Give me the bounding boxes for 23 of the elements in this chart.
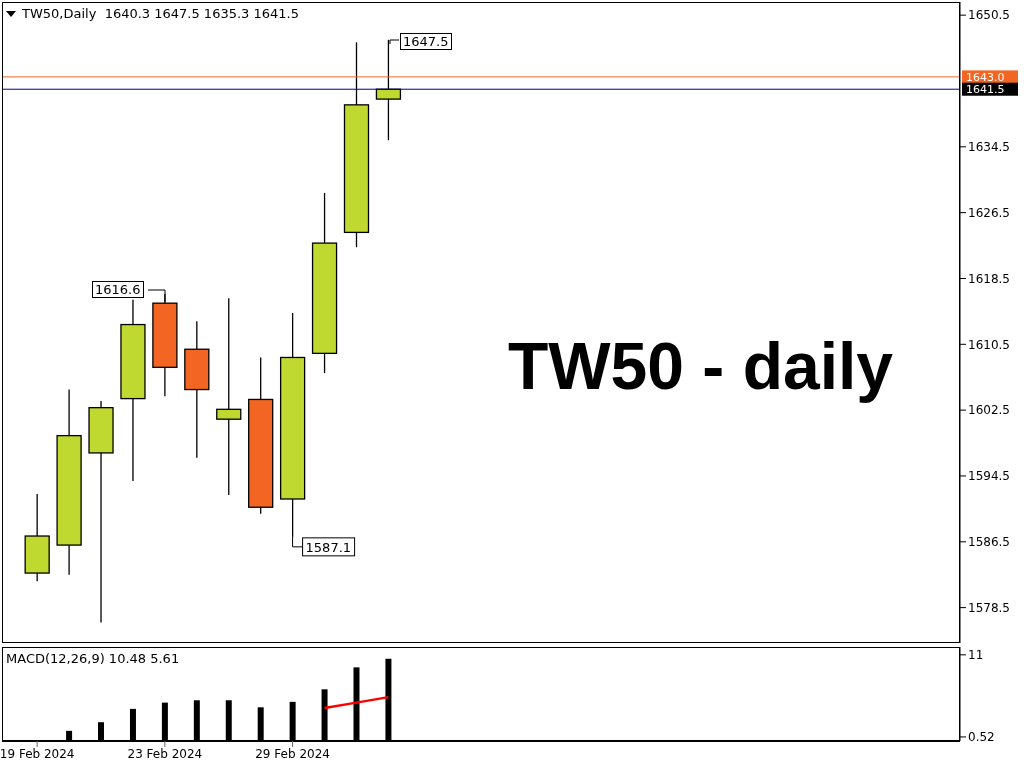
x-tick-label: 29 Feb 2024 bbox=[255, 746, 330, 761]
annotation: 1647.5 bbox=[400, 33, 452, 50]
y-tick-label: 1578.5 bbox=[968, 600, 1010, 615]
y-tick-label: 1650.5 bbox=[968, 8, 1010, 23]
x-tick-label: 23 Feb 2024 bbox=[127, 746, 203, 761]
candlestick bbox=[216, 297, 242, 496]
ref-line-label: 1641.5 bbox=[966, 83, 1005, 97]
y-tick-label: 11 bbox=[968, 648, 984, 663]
annotation: TW50 - daily bbox=[508, 328, 894, 404]
y-tick-label: 1586.5 bbox=[968, 535, 1010, 550]
y-tick-label: 1594.5 bbox=[968, 469, 1010, 484]
chart-title: MACD(12,26,9) 10.48 5.61 bbox=[6, 651, 180, 666]
y-tick-label: 1626.5 bbox=[968, 205, 1010, 220]
annotation: 1616.6 bbox=[92, 281, 144, 298]
ref-line-label: 1643.0 bbox=[966, 70, 1005, 84]
y-tick-label: 1618.5 bbox=[968, 271, 1010, 286]
y-tick-label: 0.52 bbox=[968, 730, 995, 745]
x-tick-label: 19 Feb 2024 bbox=[0, 746, 75, 761]
chart-title: TW50,Daily 1640.3 1647.5 1635.3 1641.5 bbox=[22, 6, 299, 21]
annotation: 1587.1 bbox=[305, 539, 352, 555]
y-tick-label: 1634.5 bbox=[968, 140, 1010, 155]
y-tick-label: 1610.5 bbox=[968, 337, 1010, 352]
y-tick-label: 1602.5 bbox=[968, 403, 1010, 418]
